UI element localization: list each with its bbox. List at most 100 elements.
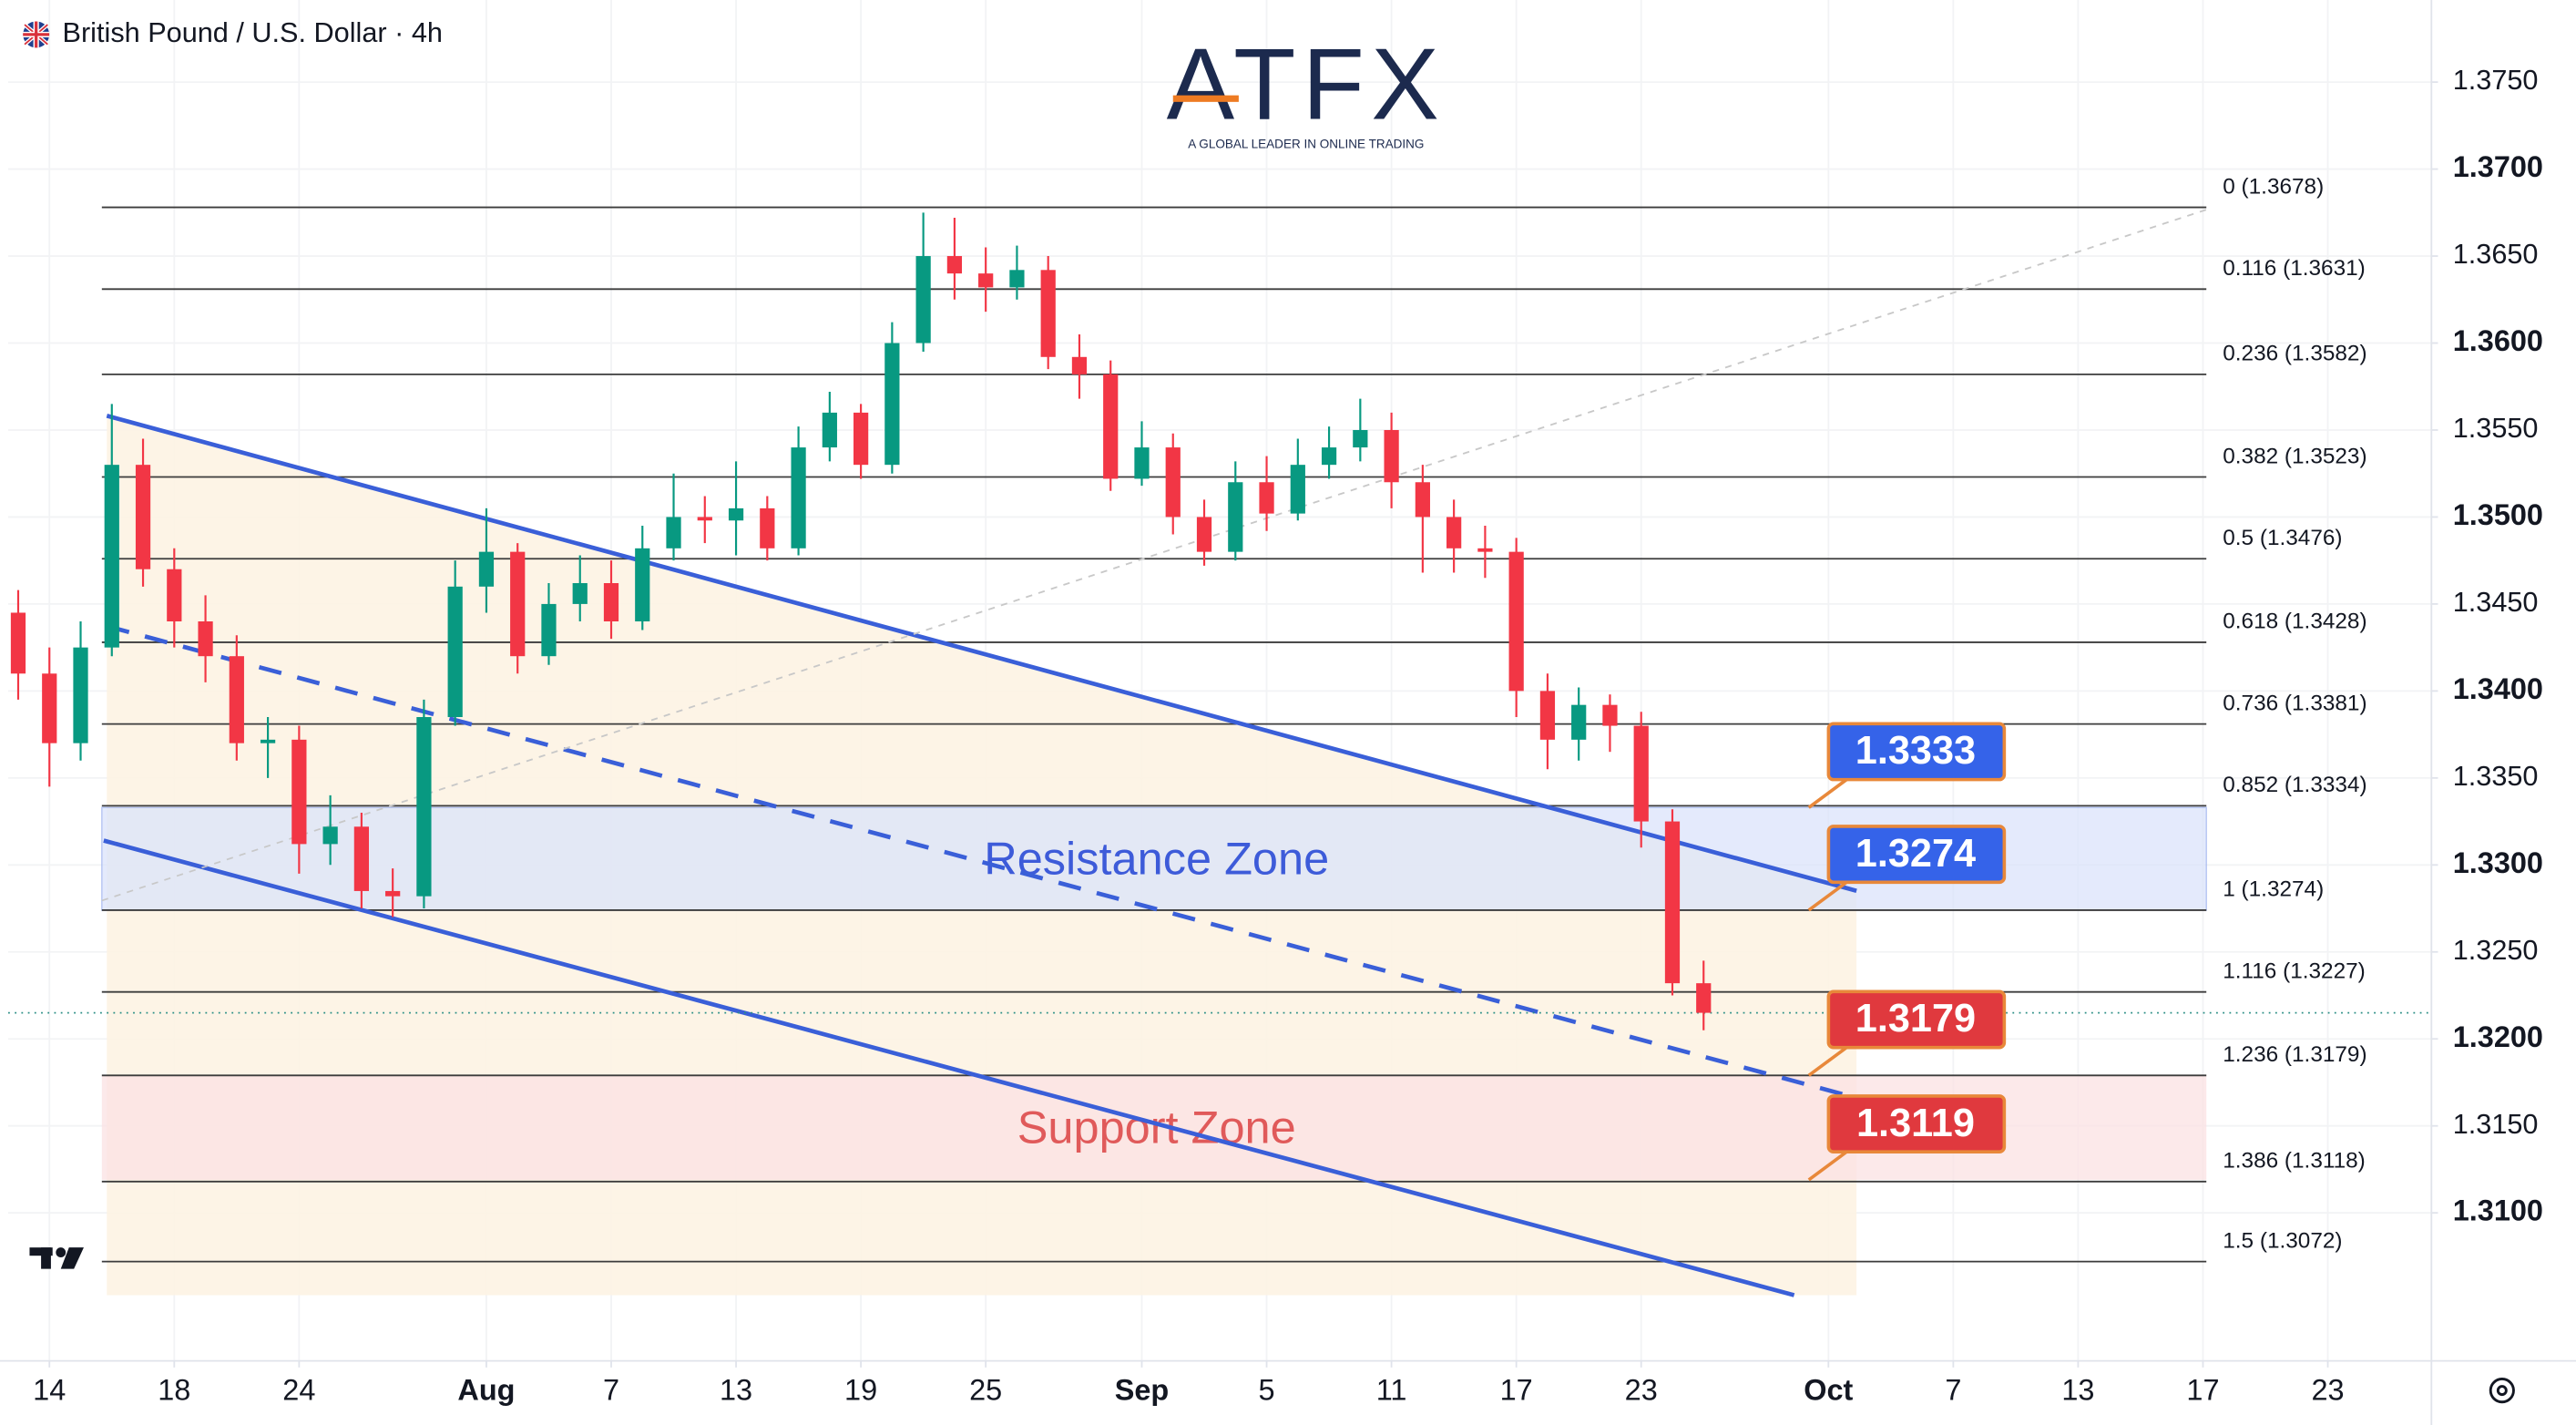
candle-body [1415,482,1430,518]
x-tick-label: 24 [282,1373,315,1406]
candle-body [1228,482,1243,552]
candle-body [1071,356,1088,374]
fib-label: 0 (1.3678) [2223,174,2324,199]
candle-body [135,465,151,569]
candle-body [322,826,338,845]
trendline [101,209,2207,902]
callout-box [1826,722,2007,782]
candle-body [260,739,276,743]
candle-body [915,256,931,343]
callout-box [1826,989,2007,1050]
callout-pointer [1807,778,1848,809]
callout-box [1826,825,2007,885]
zone-label: Resistance Zone [984,833,1329,885]
fib-label: 1 (1.3274) [2223,877,2324,902]
candle-body [1196,517,1212,552]
y-tick-label: 1.3650 [2453,239,2539,270]
fib-label: 1.386 (1.3118) [2223,1149,2366,1174]
trendline [106,623,1857,1101]
candle-body [73,647,88,743]
candle-body [229,656,244,743]
candle-body [541,603,557,657]
candle-body [1477,548,1493,552]
candle-body [791,447,806,548]
x-tick-label: Oct [1804,1373,1853,1406]
candle-body [510,551,526,657]
candle-body [1259,482,1274,514]
x-tick-label: 7 [603,1373,619,1406]
zone-label: Support Zone [1017,1102,1296,1153]
candle-body [416,717,432,897]
trendline [103,838,1795,1297]
candle-body [447,586,463,718]
candle-body [1664,821,1681,984]
x-tick-label: 13 [720,1373,752,1406]
candle-body [1321,447,1337,466]
x-tick-label: 11 [1376,1373,1407,1406]
candle-body [853,412,869,466]
x-tick-label: 17 [2186,1373,2219,1406]
candle-body [978,273,994,288]
logo-tagline: A GLOBAL LEADER IN ONLINE TRADING [1188,137,1424,150]
candle-body [167,569,182,622]
callout-box [1826,1094,2007,1154]
candle-body [42,673,57,743]
y-tick-label: 1.3200 [2453,1020,2543,1053]
candle-body [10,612,26,674]
x-tick-label: 13 [2061,1373,2094,1406]
candle-body [1353,429,1368,448]
candle-body [104,465,119,648]
callout-pointer [1807,1046,1848,1077]
fib-label: 1.116 (1.3227) [2223,959,2366,983]
candle-body [697,517,712,521]
candle-body [1134,447,1150,479]
callout-label: 1.3179 [1855,997,1976,1041]
x-tick-label: 23 [2311,1373,2344,1406]
fib-label: 0.116 (1.3631) [2223,256,2366,281]
chart-title: British Pound / U.S. Dollar · 4h [63,17,443,48]
candle-body [1290,465,1305,514]
candle-body [1571,704,1587,740]
fib-label: 0.236 (1.3582) [2223,342,2366,366]
y-tick-label: 1.3700 [2453,150,2543,183]
callout-pointer [1807,1150,1848,1182]
candle-body [1103,374,1119,479]
logo-accent [1172,95,1239,102]
callout-label: 1.3274 [1855,832,1976,876]
candle-body [572,582,588,604]
callout-pointer [1807,880,1848,912]
candle-body [1384,429,1399,483]
candle-body [385,890,401,897]
x-tick-label: 17 [1500,1373,1533,1406]
candle-body [1633,725,1649,822]
logo: ATFX [1167,27,1446,141]
x-tick-label: 23 [1625,1373,1658,1406]
candle-body [666,517,681,548]
tradingview-logo [29,1247,84,1269]
x-tick-label: 19 [844,1373,877,1406]
plot-layer: Resistance Zone Support Zone 0 (1.3678) 0.1… [8,174,2432,1297]
settings-icon[interactable] [2489,1378,2515,1404]
y-tick-label: 1.3100 [2453,1194,2543,1227]
y-tick-label: 1.3150 [2453,1109,2539,1140]
candle-body [1040,270,1056,357]
candle-body [603,582,619,622]
fib-label: 0.618 (1.3428) [2223,610,2366,634]
y-tick-label: 1.3750 [2453,65,2539,96]
candle-body [1009,270,1025,288]
x-tick-label: 7 [1945,1373,1961,1406]
candle-body [728,507,744,521]
x-tick-label: 25 [969,1373,1002,1406]
candle-body [822,412,837,448]
y-tick-label: 1.3600 [2453,324,2543,357]
x-tick-label: Aug [457,1373,515,1406]
candle-body [946,256,963,274]
y-tick-label: 1.3450 [2453,587,2539,618]
candle-body [1165,447,1181,518]
candle-body [198,621,213,657]
x-tick-label: Sep [1115,1373,1170,1406]
callout-label: 1.3119 [1856,1102,1975,1145]
y-tick-label: 1.3500 [2453,498,2543,531]
